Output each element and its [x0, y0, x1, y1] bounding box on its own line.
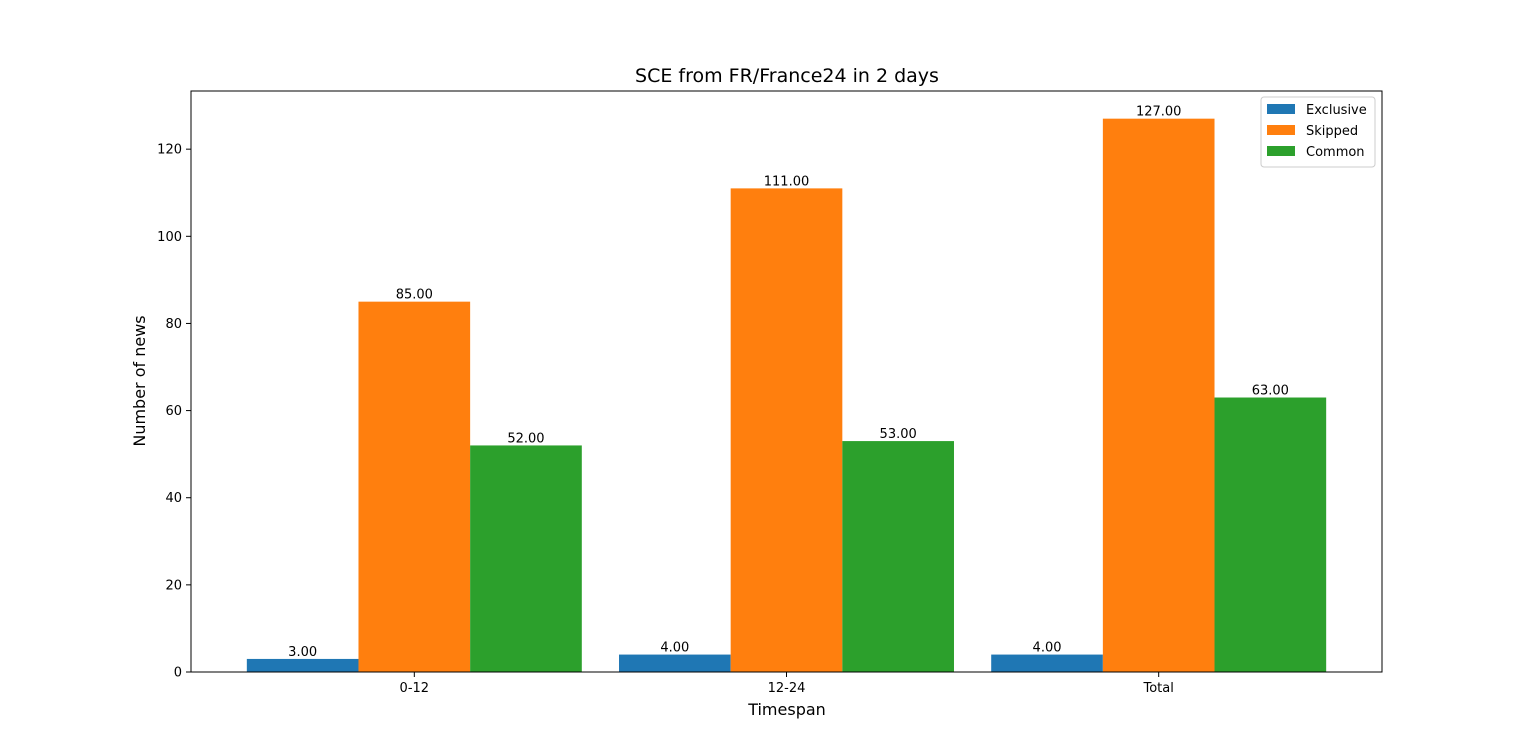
data-label: 85.00 — [396, 288, 433, 303]
data-label: 111.00 — [764, 174, 810, 189]
legend-label-skipped: Skipped — [1306, 124, 1358, 139]
bar-skipped-12-24 — [730, 188, 843, 672]
data-label: 127.00 — [1136, 105, 1182, 120]
bar-common-0-12 — [470, 445, 582, 672]
legend-label-common: Common — [1306, 145, 1365, 160]
legend: Exclusive Skipped Common — [1260, 96, 1376, 168]
x-tick-label: 12-24 — [768, 681, 806, 696]
plot-area: 3.00 4.00 4.00 85.00 111.00 127.00 52.00 53.00 6… — [246, 105, 1327, 672]
x-tick-label: 0-12 — [400, 681, 430, 696]
data-label: 63.00 — [1252, 384, 1289, 399]
legend-swatch-common — [1267, 146, 1295, 156]
data-label: 52.00 — [507, 431, 544, 446]
data-label: 4.00 — [660, 641, 689, 656]
legend-swatch-exclusive — [1267, 104, 1295, 114]
y-tick-label: 80 — [165, 317, 182, 332]
bar-exclusive-0-12 — [246, 658, 359, 672]
x-tick-label: Total — [1143, 681, 1174, 696]
y-tick-label: 120 — [157, 143, 182, 158]
bar-skipped-0-12 — [358, 301, 471, 672]
bar-common-12-24 — [842, 441, 954, 672]
data-label: 3.00 — [288, 645, 317, 660]
bar-exclusive-total — [991, 654, 1103, 672]
y-tick-label: 100 — [157, 230, 182, 245]
y-tick-label: 20 — [165, 578, 182, 593]
chart-title: SCE from FR/France24 in 2 days — [635, 65, 939, 87]
bar-exclusive-12-24 — [619, 654, 731, 672]
y-axis-title: Number of news — [130, 315, 149, 446]
y-tick-label: 40 — [165, 491, 182, 506]
x-axis: 0-12 12-24 Total — [400, 672, 1174, 696]
bar-skipped-total — [1102, 118, 1215, 672]
legend-label-exclusive: Exclusive — [1306, 103, 1367, 118]
y-tick-label: 60 — [165, 404, 182, 419]
data-label: 53.00 — [880, 427, 917, 442]
bar-common-total — [1214, 397, 1327, 672]
x-axis-title: Timespan — [747, 700, 826, 719]
y-tick-label: 0 — [174, 666, 182, 681]
legend-swatch-skipped — [1267, 125, 1295, 135]
y-axis: 0 20 40 60 80 100 120 — [157, 143, 191, 681]
data-label: 4.00 — [1033, 641, 1062, 656]
